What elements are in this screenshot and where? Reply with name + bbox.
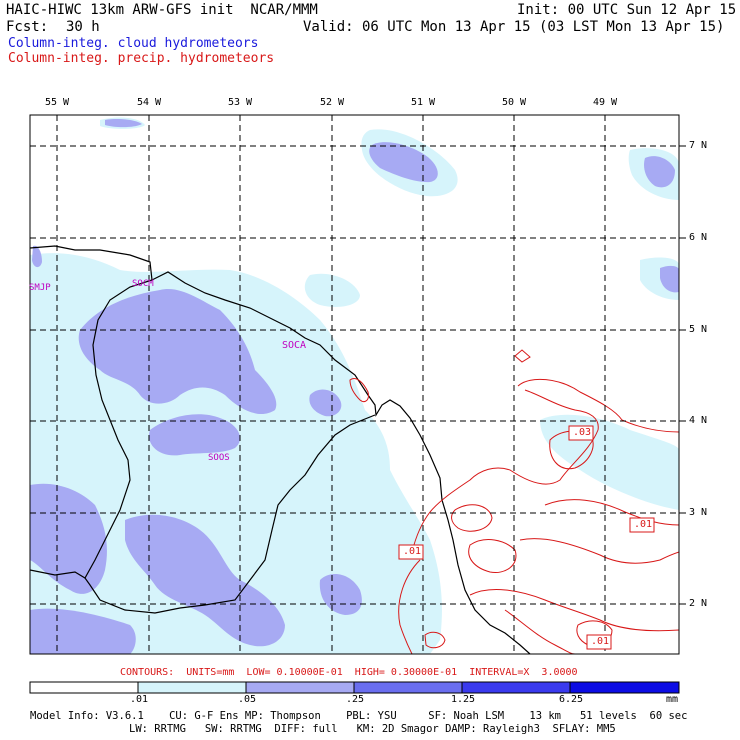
lat-label: 2 N [689,598,708,609]
cloud-region-mid [30,483,107,594]
cloud-region-mid [319,574,362,615]
lat-label: 5 N [689,324,708,335]
lon-label: 53 W [228,97,253,108]
colorbar-tick: .05 [238,694,257,705]
cloud-region-mid [78,289,277,415]
colorbar-unit: mm [666,694,679,705]
valid-time: Valid: 06 UTC Mon 13 Apr 15 (03 LST Mon … [303,19,725,35]
precip-contour [451,504,493,532]
cloud-region-mid [30,608,136,654]
cloud-region-mid [105,119,142,128]
precip-contour [424,631,446,649]
precip-contour [517,378,679,433]
precip-contours [349,349,679,654]
plot-title: HAIC-HIWC 13km ARW-GFS init NCAR/MMM [6,2,318,18]
precip-contour [469,589,679,632]
colorbar-tick: 6.25 [559,694,584,705]
lat-label: 4 N [689,415,708,426]
contour-label: .01 [591,636,610,647]
colorbar-tick: .25 [346,694,365,705]
precip-contour [544,499,679,526]
precip-contour [468,539,517,574]
cloud-region-mid [149,414,240,456]
legend-precip-hydrometeors: Column-integ. precip. hydrometeors [8,51,275,66]
lat-lon-grid [30,115,679,654]
colorbar-tick: 1.25 [451,694,476,705]
lat-ticks [679,145,686,605]
coastline [30,245,531,654]
station-label: SMJP [29,283,51,293]
contour-label: .01 [634,519,653,530]
lon-label: 54 W [137,97,162,108]
lon-label: 50 W [502,97,527,108]
precip-contour [504,609,576,654]
forecast-label: Fcst: [6,19,49,35]
contour-label: .01 [403,546,422,557]
colorbar [29,681,680,694]
station-label: SOCM [132,279,154,289]
init-time: Init: 00 UTC Sun 12 Apr 15 [517,2,737,18]
colorbar-bin-1 [137,681,247,694]
cloud-region-mid [32,245,42,268]
station-label: SOOS [208,453,230,463]
lat-label: 7 N [689,140,708,151]
cloud-region-mid [644,156,675,188]
cloud-region-mid [660,265,679,293]
border [84,414,376,614]
cloud-region-mid [309,389,342,417]
lon-label: 51 W [411,97,436,108]
cloud-region-mid [369,142,438,183]
legend-cloud-hydrometeors: Column-integ. cloud hydrometeors [8,36,259,51]
cloud-shading [30,117,679,654]
coastlines [30,245,531,654]
lat-label: 3 N [689,507,708,518]
border [30,279,153,579]
colorbar-bin-0 [29,681,139,694]
lat-label: 6 N [689,232,708,243]
colorbar-bin-2 [245,681,355,694]
colorbar-bin-4 [461,681,571,694]
model-info-line2: LW: RRTMG SW: RRTMG DIFF: full KM: 2D Sm… [129,723,616,735]
lon-label: 52 W [320,97,345,108]
precip-contour [398,559,421,654]
colorbar-bin-5 [569,681,680,694]
map-frame [29,114,680,655]
colorbar-tick: .01 [130,694,149,705]
lon-label: 55 W [45,97,70,108]
forecast-hour: 30 h [66,19,100,35]
precip-contour [349,378,369,403]
colorbar-bin-3 [353,681,463,694]
model-info-line1: Model Info: V3.6.1 CU: G-F Ens MP: Thomp… [30,710,688,722]
station-label: SOCA [282,340,307,351]
contour-label-boxes [398,425,655,650]
precip-contour [519,538,679,564]
contour-label: .03 [573,427,592,438]
cloud-region-mid [125,514,285,647]
precip-contour [429,389,599,513]
precip-contour [514,349,531,363]
lon-label: 49 W [593,97,618,108]
contours-info: CONTOURS: UNITS=mm LOW= 0.10000E-01 HIGH… [120,667,578,678]
